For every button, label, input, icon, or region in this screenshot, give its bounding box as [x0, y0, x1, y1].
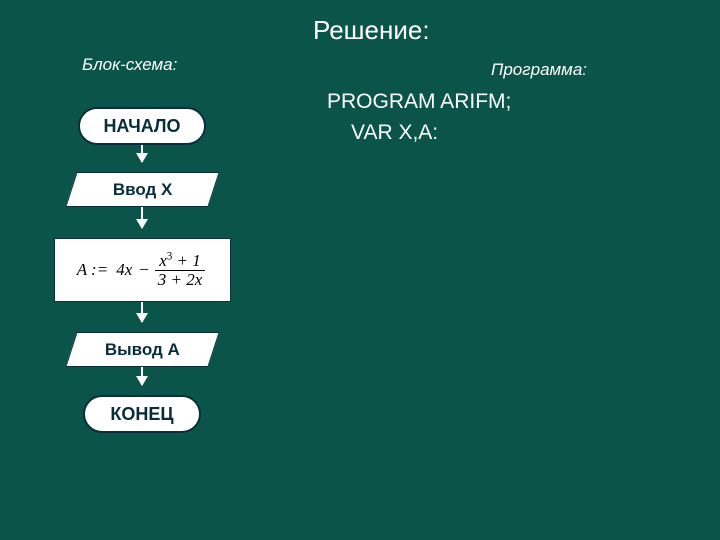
flow-input: Ввод X [65, 172, 219, 207]
flow-start-label: НАЧАЛО [103, 116, 180, 137]
flow-end: КОНЕЦ [83, 395, 201, 433]
flow-input-label: Ввод X [113, 180, 173, 200]
flow-arrow-3 [141, 302, 143, 322]
program-line-2: VAR X,A: [351, 121, 438, 145]
flow-end-label: КОНЕЦ [110, 404, 173, 425]
subtitle-program: Программа: [491, 60, 587, 80]
flow-arrow-4 [141, 367, 143, 385]
subtitle-flowchart: Блок-схема: [82, 55, 177, 75]
formula-lhs: A := [77, 260, 108, 279]
program-line-1: PROGRAM ARIFM; [327, 90, 511, 114]
page-title: Решение: [313, 15, 430, 46]
formula-fraction: x3 + 1 3 + 2x [154, 252, 207, 289]
flow-arrow-2 [141, 207, 143, 228]
flow-output: Вывод A [65, 332, 219, 367]
flow-process: A := 4x − x3 + 1 3 + 2x [54, 238, 231, 302]
formula-minus: − [138, 260, 149, 280]
flow-arrow-1 [141, 145, 143, 162]
formula-term1: 4x [116, 260, 132, 280]
flow-start: НАЧАЛО [78, 107, 206, 145]
flow-process-formula: A := 4x − x3 + 1 3 + 2x [55, 239, 230, 301]
flow-output-label: Вывод A [105, 340, 180, 360]
